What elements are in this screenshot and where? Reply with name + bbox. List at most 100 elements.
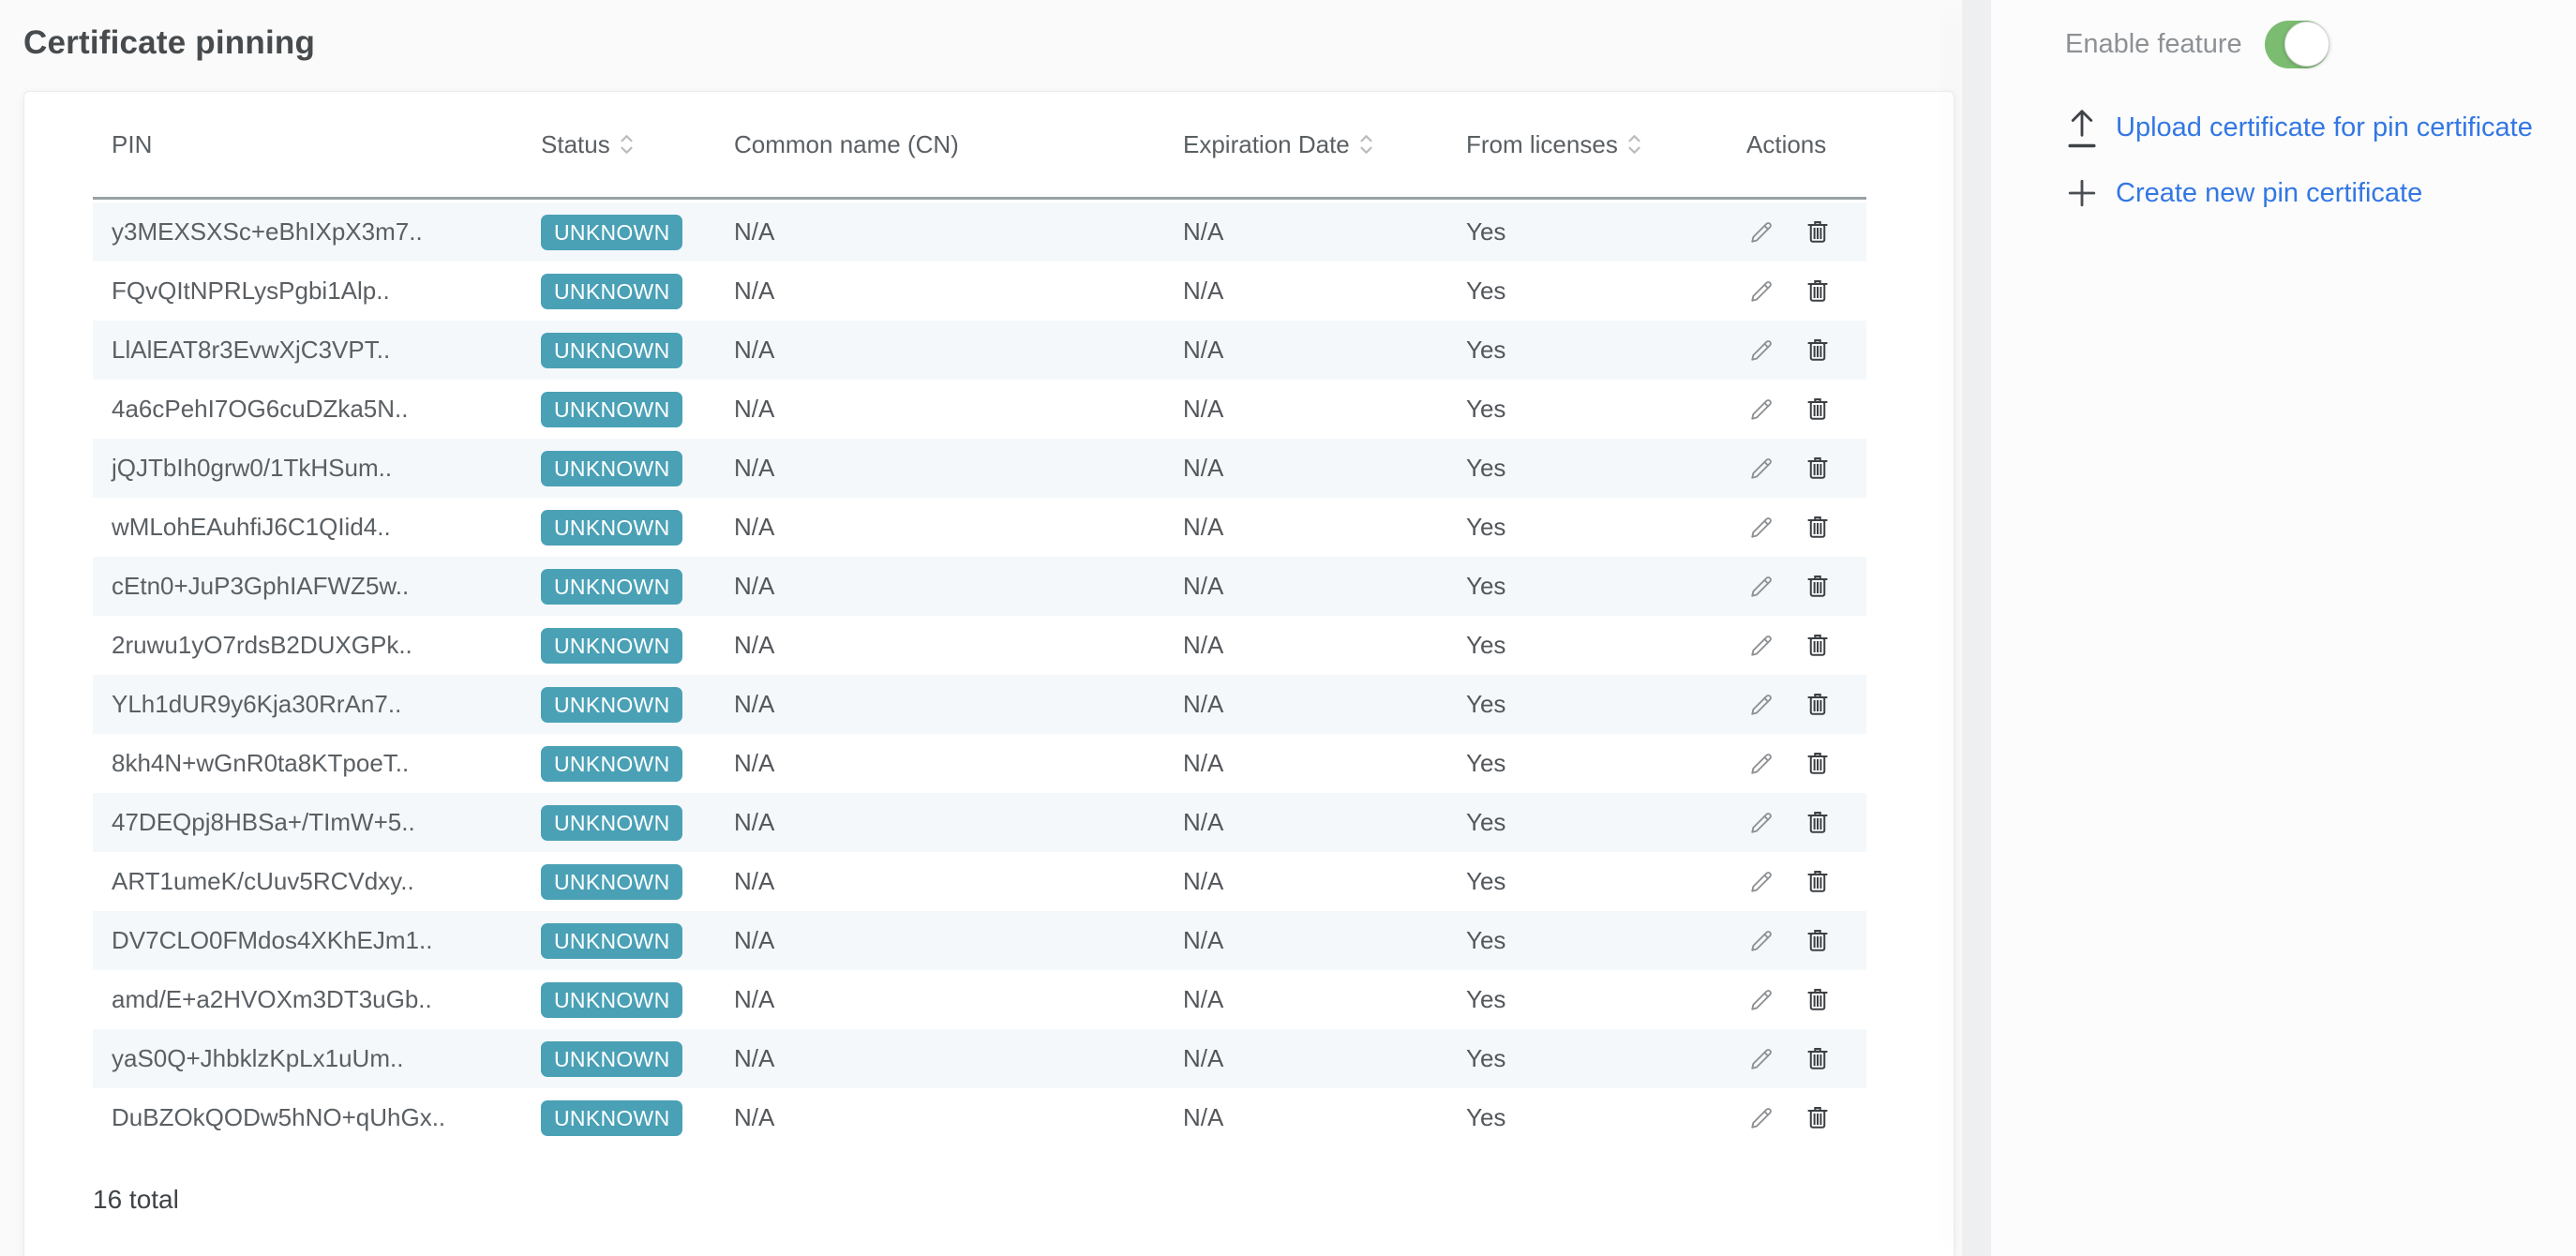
delete-button[interactable] — [1803, 690, 1833, 720]
trash-icon — [1804, 868, 1832, 896]
edit-button[interactable] — [1746, 1103, 1776, 1133]
expiration-date-value: N/A — [1183, 631, 1224, 659]
table-row: 47DEQpj8HBSa+/TImW+5.. UNKNOWN N/A N/A Y… — [93, 793, 1866, 852]
trash-icon — [1804, 986, 1832, 1014]
pencil-icon — [1747, 573, 1775, 601]
trash-icon — [1804, 1045, 1832, 1073]
upload-certificate-link-label[interactable]: Upload certificate for pin certificate — [2116, 112, 2533, 142]
column-header-status[interactable]: Status — [541, 130, 734, 159]
table-row: yaS0Q+JhbklzKpLx1uUm.. UNKNOWN N/A N/A Y… — [93, 1029, 1866, 1088]
edit-button[interactable] — [1746, 513, 1776, 543]
edit-button[interactable] — [1746, 454, 1776, 484]
column-header-label: PIN — [112, 129, 153, 158]
certificate-table-card: PIN Status Common name (CN) Expiration D… — [23, 91, 1954, 1256]
pencil-icon — [1747, 809, 1775, 837]
pin-value: FQvQItNPRLysPgbi1Alp.. — [112, 277, 390, 305]
common-name-value: N/A — [734, 572, 775, 600]
edit-button[interactable] — [1746, 395, 1776, 425]
from-licenses-value: Yes — [1466, 277, 1506, 305]
edit-button[interactable] — [1746, 985, 1776, 1015]
status-badge: UNKNOWN — [541, 1040, 683, 1077]
from-licenses-value: Yes — [1466, 690, 1506, 718]
edit-button[interactable] — [1746, 277, 1776, 307]
trash-icon — [1804, 455, 1832, 483]
from-licenses-value: Yes — [1466, 1044, 1506, 1072]
table-row: 4a6cPehI7OG6cuDZka5N.. UNKNOWN N/A N/A Y… — [93, 380, 1866, 439]
edit-button[interactable] — [1746, 867, 1776, 897]
edit-button[interactable] — [1746, 336, 1776, 366]
delete-button[interactable] — [1803, 513, 1833, 543]
delete-button[interactable] — [1803, 631, 1833, 661]
table-body: y3MEXSXSc+eBhIXpX3m7.. UNKNOWN N/A N/A Y… — [93, 202, 1866, 1147]
table-row: FQvQItNPRLysPgbi1Alp.. UNKNOWN N/A N/A Y… — [93, 262, 1866, 321]
common-name-value: N/A — [734, 395, 775, 423]
delete-button[interactable] — [1803, 454, 1833, 484]
from-licenses-value: Yes — [1466, 867, 1506, 895]
table-row: amd/E+a2HVOXm3DT3uGb.. UNKNOWN N/A N/A Y… — [93, 970, 1866, 1029]
pin-value: ART1umeK/cUuv5RCVdxy.. — [112, 867, 414, 895]
table-row: jQJTbIh0grw0/1TkHSum.. UNKNOWN N/A N/A Y… — [93, 439, 1866, 498]
pencil-icon — [1747, 750, 1775, 778]
delete-button[interactable] — [1803, 808, 1833, 838]
pin-value: LlAlEAT8r3EvwXjC3VPT.. — [112, 336, 391, 364]
delete-button[interactable] — [1803, 277, 1833, 307]
actions-cell — [1746, 395, 1866, 425]
actions-cell — [1746, 690, 1866, 720]
pencil-icon — [1747, 514, 1775, 542]
status-cell: UNKNOWN — [541, 627, 734, 664]
edit-button[interactable] — [1746, 217, 1776, 247]
edit-button[interactable] — [1746, 808, 1776, 838]
edit-button[interactable] — [1746, 572, 1776, 602]
table-header-row: PIN Status Common name (CN) Expiration D… — [93, 92, 1866, 200]
status-cell: UNKNOWN — [541, 273, 734, 309]
from-licenses-value: Yes — [1466, 926, 1506, 954]
delete-button[interactable] — [1803, 926, 1833, 956]
status-badge: UNKNOWN — [541, 568, 683, 605]
pin-value: YLh1dUR9y6Kja30RrAn7.. — [112, 690, 402, 718]
panel-divider — [1962, 0, 1991, 1256]
delete-button[interactable] — [1803, 1044, 1833, 1074]
pencil-icon — [1747, 455, 1775, 483]
edit-button[interactable] — [1746, 690, 1776, 720]
status-badge: UNKNOWN — [541, 981, 683, 1018]
status-badge: UNKNOWN — [541, 450, 683, 486]
delete-button[interactable] — [1803, 749, 1833, 779]
trash-icon — [1804, 750, 1832, 778]
delete-button[interactable] — [1803, 1103, 1833, 1133]
pin-value: 47DEQpj8HBSa+/TImW+5.. — [112, 808, 415, 836]
pencil-icon — [1747, 1045, 1775, 1073]
delete-button[interactable] — [1803, 336, 1833, 366]
common-name-value: N/A — [734, 513, 775, 541]
status-cell: UNKNOWN — [541, 686, 734, 723]
delete-button[interactable] — [1803, 985, 1833, 1015]
status-cell: UNKNOWN — [541, 981, 734, 1018]
pin-value: 2ruwu1yO7rdsB2DUXGPk.. — [112, 631, 412, 659]
pencil-icon — [1747, 396, 1775, 424]
edit-button[interactable] — [1746, 1044, 1776, 1074]
pin-value: DuBZOkQODw5hNO+qUhGx.. — [112, 1103, 446, 1131]
sort-chevrons-icon — [1359, 132, 1373, 157]
upload-certificate-link[interactable]: Upload certificate for pin certificate — [2065, 105, 2533, 150]
common-name-value: N/A — [734, 808, 775, 836]
common-name-value: N/A — [734, 454, 775, 482]
create-pin-certificate-link[interactable]: Create new pin certificate — [2065, 176, 2422, 210]
delete-button[interactable] — [1803, 395, 1833, 425]
delete-button[interactable] — [1803, 867, 1833, 897]
delete-button[interactable] — [1803, 217, 1833, 247]
status-badge: UNKNOWN — [541, 332, 683, 368]
expiration-date-value: N/A — [1183, 395, 1224, 423]
edit-button[interactable] — [1746, 631, 1776, 661]
status-badge: UNKNOWN — [541, 686, 683, 723]
column-header-expiration-date[interactable]: Expiration Date — [1183, 130, 1466, 159]
delete-button[interactable] — [1803, 572, 1833, 602]
expiration-date-value: N/A — [1183, 513, 1224, 541]
trash-icon — [1804, 1104, 1832, 1132]
create-pin-certificate-link-label[interactable]: Create new pin certificate — [2116, 177, 2423, 208]
edit-button[interactable] — [1746, 926, 1776, 956]
enable-feature-toggle[interactable] — [2264, 21, 2329, 68]
trash-icon — [1804, 927, 1832, 955]
edit-button[interactable] — [1746, 749, 1776, 779]
actions-cell — [1746, 277, 1866, 307]
column-header-from-licenses[interactable]: From licenses — [1466, 130, 1746, 159]
sort-chevrons-icon — [620, 132, 634, 157]
